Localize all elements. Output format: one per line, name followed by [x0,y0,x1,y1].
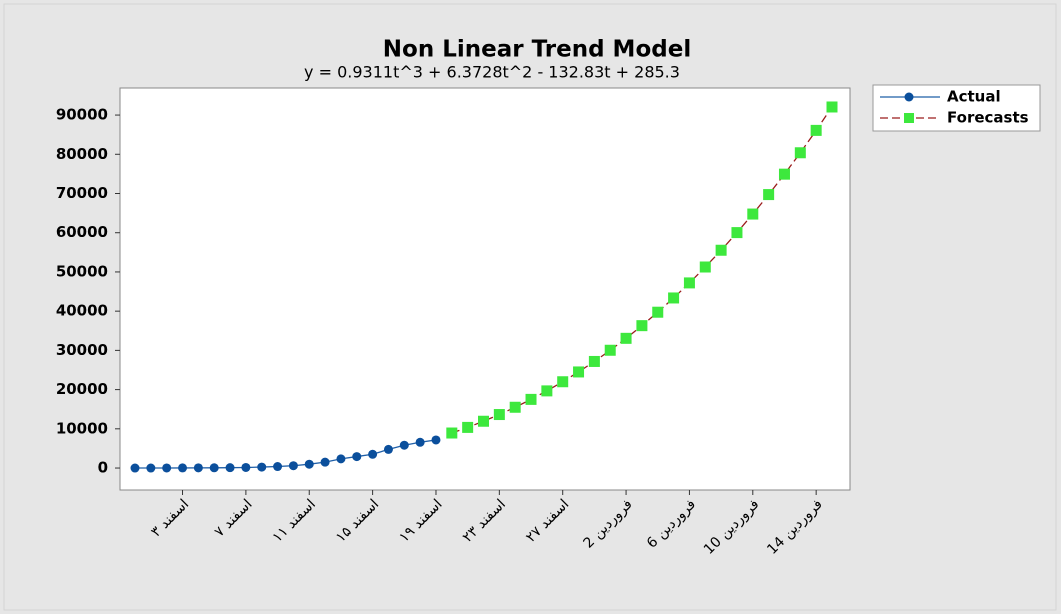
data-point [288,461,298,471]
data-point [557,376,569,388]
legend-marker [904,92,914,102]
data-point [383,444,393,454]
plot-area [119,87,851,491]
data-point [794,147,806,159]
data-point [130,463,140,473]
y-tick-label: 40000 [56,302,108,320]
data-point [620,332,632,344]
legend-marker [904,113,914,123]
y-tick-label: 70000 [56,184,108,202]
data-point [573,366,585,378]
data-point [683,277,695,289]
data-point [320,457,330,467]
data-point [715,244,727,256]
chart-subtitle: y = 0.9311t^3 + 6.3728t^2 - 132.83t + 28… [304,63,680,82]
data-point [509,401,521,413]
data-point [731,227,743,239]
data-point [446,427,458,439]
legend-label: Forecasts [947,109,1029,127]
legend-label: Actual [947,88,1001,106]
data-point [588,355,600,367]
data-point [162,463,172,473]
chart-title: Non Linear Trend Model [383,37,691,63]
data-point [604,344,616,356]
data-point [336,454,346,464]
data-point [225,463,235,473]
data-point [146,463,156,473]
data-point [399,440,409,450]
data-point [699,261,711,273]
data-point [493,409,505,421]
data-point [257,462,267,472]
data-point [778,168,790,180]
data-point [668,292,680,304]
y-tick-label: 80000 [56,145,108,163]
data-point [368,449,378,459]
data-point [273,462,283,472]
y-tick-label: 30000 [56,341,108,359]
data-point [652,306,664,318]
y-tick-label: 60000 [56,223,108,241]
data-point [462,421,474,433]
data-point [209,463,219,473]
data-point [826,101,838,113]
data-point [193,463,203,473]
data-point [431,435,441,445]
data-point [763,189,775,201]
legend [872,84,1041,132]
data-point [747,208,759,220]
data-point [636,320,648,332]
y-tick-label: 50000 [56,262,108,280]
data-point [415,437,425,447]
y-tick-label: 20000 [56,380,108,398]
data-point [478,415,489,427]
data-point [541,385,553,397]
data-point [810,124,822,136]
y-tick-label: 0 [98,459,108,477]
data-point [352,452,362,462]
data-point [241,462,251,472]
y-tick-label: 10000 [56,419,108,437]
data-point [525,393,537,405]
data-point [304,459,314,469]
frame [3,3,1057,611]
data-point [178,463,188,473]
y-tick-label: 90000 [56,106,108,124]
